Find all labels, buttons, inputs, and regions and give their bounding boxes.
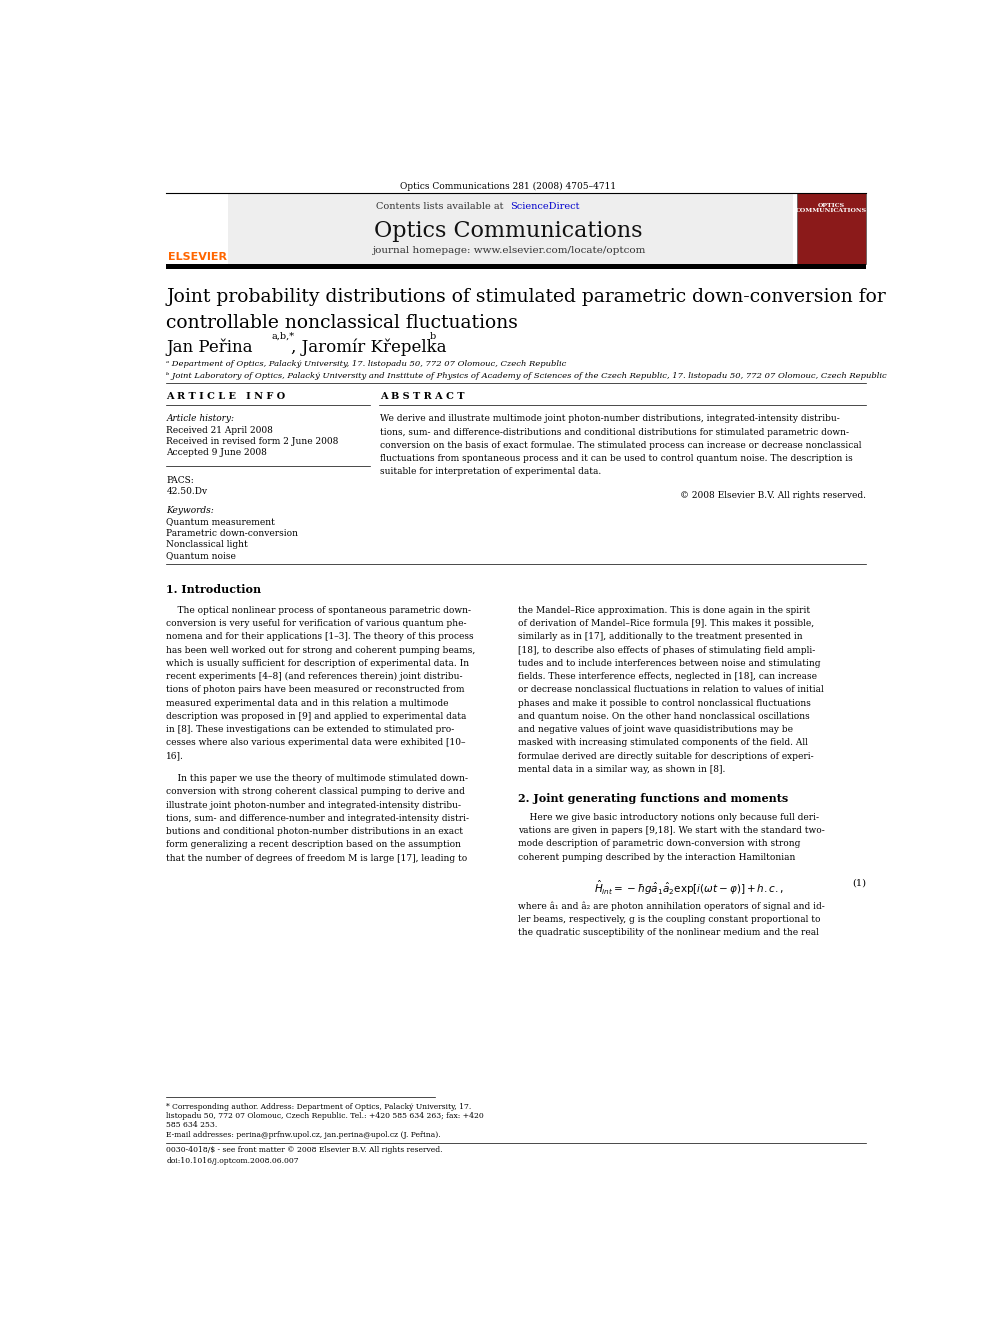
Text: tions, sum- and difference-distributions and conditional distributions for stimu: tions, sum- and difference-distributions… bbox=[380, 427, 849, 437]
Text: Jan Peřina: Jan Peřina bbox=[167, 339, 253, 356]
Text: the quadratic susceptibility of the nonlinear medium and the real: the quadratic susceptibility of the nonl… bbox=[519, 927, 819, 937]
FancyBboxPatch shape bbox=[167, 193, 228, 263]
Text: Optics Communications: Optics Communications bbox=[374, 220, 643, 242]
FancyBboxPatch shape bbox=[228, 193, 793, 263]
Text: [18], to describe also effects of phases of stimulating field ampli-: [18], to describe also effects of phases… bbox=[519, 646, 815, 655]
Text: in [8]. These investigations can be extended to stimulated pro-: in [8]. These investigations can be exte… bbox=[167, 725, 454, 734]
Text: ScienceDirect: ScienceDirect bbox=[510, 201, 579, 210]
Text: Article history:: Article history: bbox=[167, 414, 234, 423]
Text: and quantum noise. On the other hand nonclassical oscillations: and quantum noise. On the other hand non… bbox=[519, 712, 810, 721]
Text: tions, sum- and difference-number and integrated-intensity distri-: tions, sum- and difference-number and in… bbox=[167, 814, 469, 823]
Text: mental data in a similar way, as shown in [8].: mental data in a similar way, as shown i… bbox=[519, 765, 726, 774]
Text: where â₁ and â₂ are photon annihilation operators of signal and id-: where â₁ and â₂ are photon annihilation … bbox=[519, 901, 825, 912]
Text: tions of photon pairs have been measured or reconstructed from: tions of photon pairs have been measured… bbox=[167, 685, 465, 695]
Text: vations are given in papers [9,18]. We start with the standard two-: vations are given in papers [9,18]. We s… bbox=[519, 826, 825, 835]
Text: Joint probability distributions of stimulated parametric down-conversion for: Joint probability distributions of stimu… bbox=[167, 288, 886, 306]
Text: $\hat{H}_{int} = -\hbar g\hat{a}_1\hat{a}_2 \exp[i(\omega t - \varphi)] + h.c.,$: $\hat{H}_{int} = -\hbar g\hat{a}_1\hat{a… bbox=[594, 878, 785, 897]
Text: that the number of degrees of freedom M is large [17], leading to: that the number of degrees of freedom M … bbox=[167, 853, 467, 863]
Text: 0030-4018/$ - see front matter © 2008 Elsevier B.V. All rights reserved.: 0030-4018/$ - see front matter © 2008 El… bbox=[167, 1146, 442, 1154]
Text: ᵃ Department of Optics, Palacký University, 17. listopadu 50, 772 07 Olomouc, Cz: ᵃ Department of Optics, Palacký Universi… bbox=[167, 360, 566, 369]
Text: form generalizing a recent description based on the assumption: form generalizing a recent description b… bbox=[167, 840, 461, 849]
Text: doi:10.1016/j.optcom.2008.06.007: doi:10.1016/j.optcom.2008.06.007 bbox=[167, 1158, 299, 1166]
Text: tudes and to include interferences between noise and stimulating: tudes and to include interferences betwe… bbox=[519, 659, 821, 668]
Text: phases and make it possible to control nonclassical fluctuations: phases and make it possible to control n… bbox=[519, 699, 811, 708]
Text: In this paper we use the theory of multimode stimulated down-: In this paper we use the theory of multi… bbox=[167, 774, 468, 783]
Text: description was proposed in [9] and applied to experimental data: description was proposed in [9] and appl… bbox=[167, 712, 466, 721]
Text: which is usually sufficient for description of experimental data. In: which is usually sufficient for descript… bbox=[167, 659, 469, 668]
Text: the Mandel–Rice approximation. This is done again in the spirit: the Mandel–Rice approximation. This is d… bbox=[519, 606, 810, 615]
FancyBboxPatch shape bbox=[798, 193, 866, 263]
Text: conversion with strong coherent classical pumping to derive and: conversion with strong coherent classica… bbox=[167, 787, 465, 796]
Text: butions and conditional photon-number distributions in an exact: butions and conditional photon-number di… bbox=[167, 827, 463, 836]
Text: a,b,*: a,b,* bbox=[272, 332, 295, 341]
Text: E-mail addresses: perina@prfnw.upol.cz, jan.perina@upol.cz (J. Peřina).: E-mail addresses: perina@prfnw.upol.cz, … bbox=[167, 1131, 440, 1139]
Text: b: b bbox=[430, 332, 436, 341]
Text: suitable for interpretation of experimental data.: suitable for interpretation of experimen… bbox=[380, 467, 601, 476]
Text: (1): (1) bbox=[852, 878, 866, 888]
Text: controllable nonclassical fluctuations: controllable nonclassical fluctuations bbox=[167, 314, 518, 332]
Text: , Jaromír Křepelka: , Jaromír Křepelka bbox=[291, 339, 446, 356]
Text: Contents lists available at: Contents lists available at bbox=[376, 201, 507, 210]
Text: conversion on the basis of exact formulae. The stimulated process can increase o: conversion on the basis of exact formula… bbox=[380, 441, 862, 450]
Text: 42.50.Dv: 42.50.Dv bbox=[167, 487, 207, 496]
Text: 2. Joint generating functions and moments: 2. Joint generating functions and moment… bbox=[519, 794, 789, 804]
Text: and negative values of joint wave quasidistributions may be: and negative values of joint wave quasid… bbox=[519, 725, 794, 734]
Text: 16].: 16]. bbox=[167, 751, 185, 761]
Text: Keywords:: Keywords: bbox=[167, 507, 214, 515]
Text: nomena and for their applications [1–3]. The theory of this process: nomena and for their applications [1–3].… bbox=[167, 632, 474, 642]
Text: has been well worked out for strong and coherent pumping beams,: has been well worked out for strong and … bbox=[167, 646, 475, 655]
Text: * Corresponding author. Address: Department of Optics, Palacký University, 17.: * Corresponding author. Address: Departm… bbox=[167, 1103, 471, 1111]
Text: fluctuations from spontaneous process and it can be used to control quantum nois: fluctuations from spontaneous process an… bbox=[380, 454, 853, 463]
Text: PACS:: PACS: bbox=[167, 475, 194, 484]
Text: illustrate joint photon-number and integrated-intensity distribu-: illustrate joint photon-number and integ… bbox=[167, 800, 461, 810]
Text: conversion is very useful for verification of various quantum phe-: conversion is very useful for verificati… bbox=[167, 619, 467, 628]
Text: fields. These interference effects, neglected in [18], can increase: fields. These interference effects, negl… bbox=[519, 672, 817, 681]
Text: Received 21 April 2008: Received 21 April 2008 bbox=[167, 426, 273, 435]
Text: Received in revised form 2 June 2008: Received in revised form 2 June 2008 bbox=[167, 437, 338, 446]
Text: or decrease nonclassical fluctuations in relation to values of initial: or decrease nonclassical fluctuations in… bbox=[519, 685, 824, 695]
Text: © 2008 Elsevier B.V. All rights reserved.: © 2008 Elsevier B.V. All rights reserved… bbox=[680, 491, 866, 500]
Text: 585 634 253.: 585 634 253. bbox=[167, 1122, 217, 1130]
FancyBboxPatch shape bbox=[167, 263, 866, 269]
Text: A R T I C L E   I N F O: A R T I C L E I N F O bbox=[167, 392, 286, 401]
Text: mode description of parametric down-conversion with strong: mode description of parametric down-conv… bbox=[519, 839, 801, 848]
Text: Nonclassical light: Nonclassical light bbox=[167, 540, 248, 549]
Text: measured experimental data and in this relation a multimode: measured experimental data and in this r… bbox=[167, 699, 448, 708]
Text: cesses where also various experimental data were exhibited [10–: cesses where also various experimental d… bbox=[167, 738, 466, 747]
Text: of derivation of Mandel–Rice formula [9]. This makes it possible,: of derivation of Mandel–Rice formula [9]… bbox=[519, 619, 814, 628]
Text: listopadu 50, 772 07 Olomouc, Czech Republic. Tel.: +420 585 634 263; fax: +420: listopadu 50, 772 07 Olomouc, Czech Repu… bbox=[167, 1113, 484, 1121]
Text: journal homepage: www.elsevier.com/locate/optcom: journal homepage: www.elsevier.com/locat… bbox=[372, 246, 645, 255]
Text: ler beams, respectively, g is the coupling constant proportional to: ler beams, respectively, g is the coupli… bbox=[519, 914, 821, 923]
Text: 1. Introduction: 1. Introduction bbox=[167, 583, 262, 594]
Text: formulae derived are directly suitable for descriptions of experi-: formulae derived are directly suitable f… bbox=[519, 751, 814, 761]
Text: A B S T R A C T: A B S T R A C T bbox=[380, 392, 465, 401]
Text: masked with increasing stimulated components of the field. All: masked with increasing stimulated compon… bbox=[519, 738, 808, 747]
Text: Here we give basic introductory notions only because full deri-: Here we give basic introductory notions … bbox=[519, 812, 819, 822]
Text: ᵇ Joint Laboratory of Optics, Palacký University and Institute of Physics of Aca: ᵇ Joint Laboratory of Optics, Palacký Un… bbox=[167, 372, 887, 380]
Text: ELSEVIER: ELSEVIER bbox=[168, 253, 226, 262]
Text: The optical nonlinear process of spontaneous parametric down-: The optical nonlinear process of spontan… bbox=[167, 606, 471, 615]
Text: Accepted 9 June 2008: Accepted 9 June 2008 bbox=[167, 448, 267, 456]
Text: similarly as in [17], additionally to the treatment presented in: similarly as in [17], additionally to th… bbox=[519, 632, 803, 642]
Text: Optics Communications 281 (2008) 4705–4711: Optics Communications 281 (2008) 4705–47… bbox=[401, 183, 616, 192]
Text: Parametric down-conversion: Parametric down-conversion bbox=[167, 529, 299, 537]
Text: coherent pumping described by the interaction Hamiltonian: coherent pumping described by the intera… bbox=[519, 852, 796, 861]
Text: OPTICS
COMMUNICATIONS: OPTICS COMMUNICATIONS bbox=[796, 202, 867, 213]
Text: Quantum measurement: Quantum measurement bbox=[167, 517, 275, 527]
Text: recent experiments [4–8] (and references therein) joint distribu-: recent experiments [4–8] (and references… bbox=[167, 672, 463, 681]
Text: Quantum noise: Quantum noise bbox=[167, 550, 236, 560]
Text: We derive and illustrate multimode joint photon-number distributions, integrated: We derive and illustrate multimode joint… bbox=[380, 414, 840, 423]
